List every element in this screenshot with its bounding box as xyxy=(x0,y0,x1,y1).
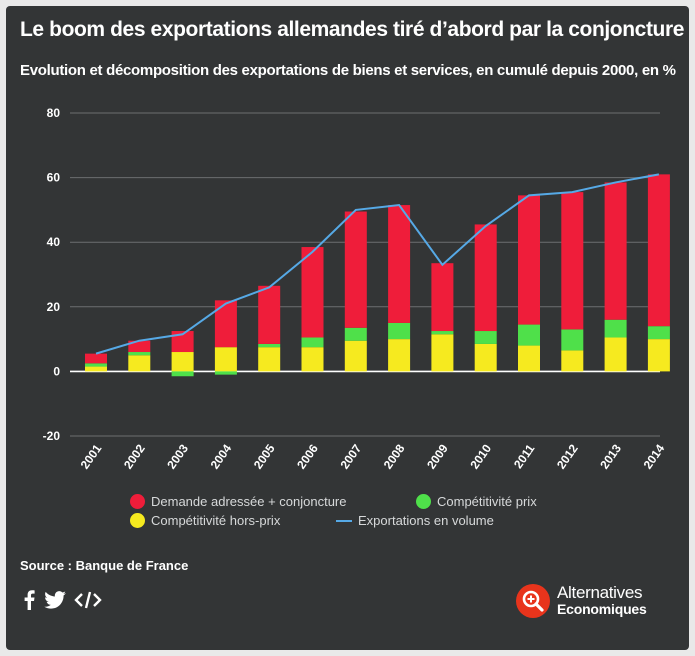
bar-segment xyxy=(214,300,237,348)
bar-segment xyxy=(171,352,194,372)
x-tick-label: 2014 xyxy=(641,441,668,471)
x-tick-label: 2006 xyxy=(294,441,321,471)
bar-segment xyxy=(431,334,454,372)
bar-segment xyxy=(431,331,454,335)
legend-item-prix[interactable]: Compétitivité prix xyxy=(416,494,537,509)
brand-logo[interactable]: Alternatives Economiques xyxy=(516,584,647,618)
legend-swatch-demande xyxy=(130,494,145,509)
bar-segment xyxy=(388,339,411,372)
bar-segment xyxy=(518,324,540,346)
brand-name-line1: Alternatives xyxy=(557,583,643,602)
x-tick-label: 2002 xyxy=(121,441,148,471)
bar-segment xyxy=(518,345,540,372)
bar-segment xyxy=(214,347,237,372)
bar-segment xyxy=(171,331,194,353)
bar-segment xyxy=(85,366,107,372)
bar-segment xyxy=(128,340,151,353)
chart-subtitle: Evolution et décomposition des exportati… xyxy=(20,62,676,79)
bar-segment xyxy=(561,350,584,372)
legend-item-volume[interactable]: Exportations en volume xyxy=(336,513,494,528)
legend-swatch-horsprix xyxy=(130,513,145,528)
legend-swatch-prix xyxy=(416,494,431,509)
y-tick-label: 40 xyxy=(47,235,61,249)
share-bar xyxy=(22,590,110,610)
bar-segment xyxy=(85,363,107,367)
bar-segment xyxy=(431,263,454,332)
bar-segment xyxy=(604,182,627,320)
legend-item-horsprix[interactable]: Compétitivité hors-prix xyxy=(130,513,280,528)
x-tick-label: 2011 xyxy=(511,441,538,471)
bar-segment xyxy=(171,371,194,377)
bar-segment xyxy=(561,329,584,351)
bar-segment xyxy=(604,337,627,372)
legend-swatch-volume xyxy=(336,519,352,522)
bar-segment xyxy=(128,352,151,356)
bar-segment xyxy=(301,337,324,348)
bar-segment xyxy=(474,224,497,332)
bar-segment xyxy=(604,319,627,338)
bar-segment xyxy=(474,331,497,344)
x-tick-label: 2013 xyxy=(597,441,624,471)
embed-code-icon[interactable] xyxy=(74,591,102,609)
x-tick-label: 2003 xyxy=(164,441,191,471)
legend-label-horsprix: Compétitivité hors-prix xyxy=(151,513,281,528)
y-tick-label: 60 xyxy=(47,171,61,185)
bar-segment xyxy=(647,174,670,327)
brand-name-line2: Economiques xyxy=(557,601,647,617)
twitter-icon[interactable] xyxy=(44,591,66,609)
x-tick-label: 2008 xyxy=(381,441,408,471)
legend-label-volume: Exportations en volume xyxy=(358,513,494,528)
facebook-icon[interactable] xyxy=(22,590,36,610)
legend-label-demande: Demande adressée + conjoncture xyxy=(151,494,347,509)
legend-label-prix: Compétitivité prix xyxy=(437,494,537,509)
bar-segment xyxy=(647,326,670,340)
bar-segment xyxy=(258,343,281,348)
bar-segment xyxy=(344,340,367,372)
bar-segment xyxy=(474,343,497,372)
bar-segment xyxy=(344,327,367,341)
chart-title: Le boom des exportations allemandes tiré… xyxy=(20,18,685,41)
x-tick-label: 2007 xyxy=(337,441,364,471)
bar-segment xyxy=(301,347,324,372)
x-tick-label: 2004 xyxy=(208,441,235,471)
volume-line xyxy=(95,173,660,355)
bar-segment xyxy=(128,355,151,372)
bar-segment xyxy=(388,205,411,323)
bar-segment xyxy=(647,339,670,372)
chart-legend: Demande adressée + conjoncture Compétiti… xyxy=(130,494,570,534)
y-tick-label: 0 xyxy=(53,364,60,378)
x-tick-label: 2010 xyxy=(467,441,494,471)
y-tick-label: 20 xyxy=(47,300,61,314)
bar-segment xyxy=(301,247,324,338)
x-tick-label: 2012 xyxy=(554,441,581,471)
bar-segment xyxy=(388,322,411,340)
bar-segment xyxy=(561,192,584,330)
x-tick-label: 2001 xyxy=(78,441,105,471)
bar-segment xyxy=(258,347,281,372)
bar-segment xyxy=(85,353,107,364)
bar-segment xyxy=(518,195,540,325)
bar-segment xyxy=(214,371,237,375)
x-tick-label: 2009 xyxy=(424,441,451,471)
source-note: Source : Banque de France xyxy=(20,558,189,573)
x-tick-label: 2005 xyxy=(251,441,278,471)
y-tick-label: -20 xyxy=(43,429,61,443)
bar-segment xyxy=(344,211,367,328)
y-tick-label: 80 xyxy=(47,106,61,120)
magnifier-logo-icon xyxy=(516,584,550,618)
bar-segment xyxy=(258,285,281,344)
legend-item-demande[interactable]: Demande adressée + conjoncture xyxy=(130,494,346,509)
